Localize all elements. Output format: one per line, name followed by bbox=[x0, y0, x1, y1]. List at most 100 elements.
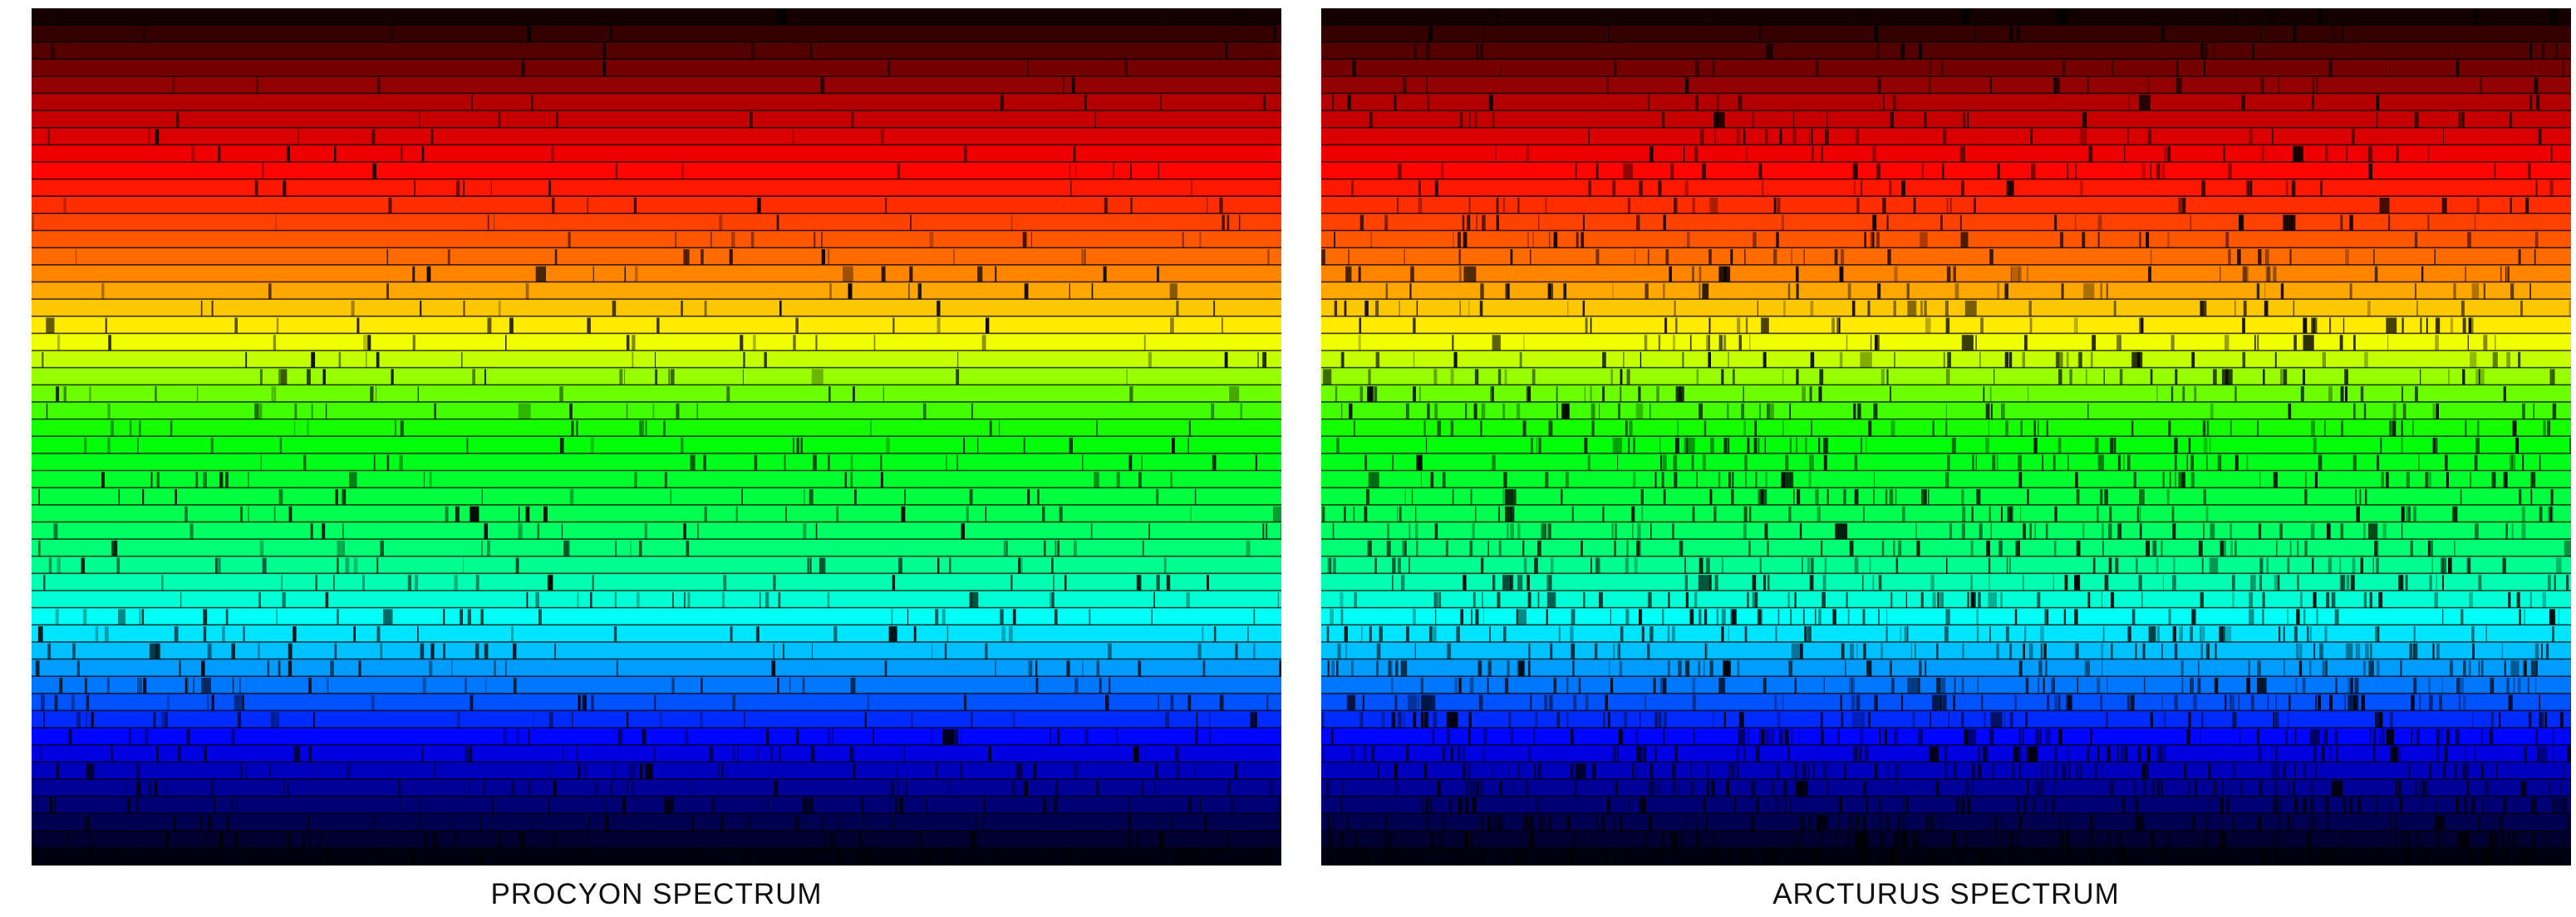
order-separator bbox=[1321, 144, 2571, 146]
spectrum-band bbox=[32, 351, 1281, 369]
spectrum-band bbox=[32, 145, 1281, 163]
order-separator bbox=[1321, 110, 2571, 111]
order-separator bbox=[1321, 195, 2571, 197]
absorption-lines bbox=[84, 438, 1189, 454]
order-separator bbox=[32, 504, 1281, 506]
spectrum-band bbox=[32, 213, 1281, 232]
order-separator bbox=[1321, 418, 2571, 420]
absorption-lines bbox=[67, 831, 1230, 848]
absorption-lines bbox=[1364, 454, 2541, 471]
absorption-lines bbox=[1403, 77, 2539, 94]
order-separator bbox=[32, 213, 1281, 214]
absorption-lines bbox=[184, 506, 1281, 522]
spectrum-band bbox=[1321, 779, 2571, 797]
spectrum-band bbox=[32, 694, 1281, 712]
absorption-lines bbox=[101, 283, 1177, 299]
procyon-spectrum-image bbox=[32, 8, 1281, 866]
absorption-lines bbox=[1359, 317, 2474, 334]
absorption-lines bbox=[142, 26, 1277, 42]
order-separator bbox=[1321, 606, 2571, 609]
order-separator bbox=[32, 435, 1281, 437]
absorption-lines bbox=[1345, 266, 2510, 282]
absorption-lines bbox=[84, 815, 1281, 831]
order-separator bbox=[32, 144, 1281, 146]
spectrum-band bbox=[32, 471, 1281, 488]
spectrum-band bbox=[1321, 8, 2571, 26]
absorption-lines bbox=[1334, 232, 2539, 248]
order-separator bbox=[1321, 298, 2571, 300]
absorption-lines bbox=[1336, 438, 2571, 454]
absorption-lines bbox=[1323, 369, 2555, 385]
order-separator bbox=[32, 795, 1281, 797]
absorption-lines bbox=[1351, 60, 2565, 76]
absorption-lines bbox=[42, 351, 1267, 368]
absorption-lines bbox=[125, 780, 1273, 797]
absorption-lines bbox=[1327, 557, 2562, 574]
spectrum-band bbox=[1321, 94, 2571, 111]
spectrum-band bbox=[1321, 334, 2571, 351]
absorption-lines bbox=[191, 146, 1076, 162]
spectrum-band bbox=[1321, 25, 2571, 43]
order-separator bbox=[1321, 76, 2571, 77]
order-separator bbox=[32, 126, 1281, 129]
absorption-lines bbox=[262, 163, 1160, 179]
order-separator bbox=[32, 401, 1281, 403]
absorption-lines bbox=[57, 335, 1146, 351]
arcturus-spectrum-image bbox=[1321, 8, 2571, 866]
order-separator bbox=[32, 709, 1281, 712]
absorption-lines bbox=[1359, 214, 2476, 231]
absorption-lines bbox=[1346, 694, 2571, 711]
spectrum-band bbox=[32, 711, 1281, 728]
absorption-lines bbox=[43, 575, 1209, 591]
spectrum-band bbox=[1321, 213, 2571, 232]
order-separator bbox=[1321, 743, 2571, 746]
absorption-lines bbox=[1588, 129, 2542, 145]
spectrum-band bbox=[32, 660, 1281, 677]
absorption-lines bbox=[56, 763, 1238, 779]
spectrum-band bbox=[1321, 145, 2571, 163]
order-separator bbox=[32, 161, 1281, 163]
spectrum-band bbox=[1321, 231, 2571, 248]
spectrum-band bbox=[32, 76, 1281, 95]
order-separator bbox=[1321, 161, 2571, 163]
absorption-lines bbox=[1330, 609, 2560, 625]
spectrum-band bbox=[1321, 676, 2571, 694]
spectrum-band bbox=[32, 574, 1281, 591]
order-separator bbox=[32, 469, 1281, 472]
spectrum-band bbox=[1321, 797, 2571, 815]
order-separator bbox=[1321, 178, 2571, 180]
spectrum-band bbox=[32, 197, 1281, 214]
order-separator bbox=[1321, 709, 2571, 712]
procyon-panel: PROCYON SPECTRUM bbox=[32, 0, 1281, 917]
order-separator bbox=[32, 830, 1281, 831]
spectrum-band bbox=[1321, 402, 2571, 420]
spectrum-band bbox=[32, 745, 1281, 763]
order-separator bbox=[1321, 213, 2571, 214]
absorption-lines bbox=[254, 180, 1192, 196]
absorption-lines bbox=[41, 694, 1269, 711]
order-separator bbox=[32, 332, 1281, 335]
spectrum-band bbox=[1321, 454, 2571, 472]
spectrum-band bbox=[32, 265, 1281, 283]
order-separator bbox=[32, 229, 1281, 232]
spectrum-band bbox=[1321, 110, 2571, 129]
absorption-lines bbox=[259, 369, 1128, 385]
spectrum-band bbox=[32, 454, 1281, 472]
absorption-lines bbox=[1413, 43, 2559, 59]
spectrum-band bbox=[1321, 42, 2571, 60]
order-separator bbox=[1321, 92, 2571, 95]
order-separator bbox=[32, 418, 1281, 420]
order-separator bbox=[32, 298, 1281, 300]
order-separator bbox=[32, 384, 1281, 386]
order-separator bbox=[1321, 126, 2571, 129]
order-separator bbox=[1321, 229, 2571, 232]
order-separator bbox=[1321, 281, 2571, 283]
spectrum-band bbox=[32, 59, 1281, 77]
absorption-lines bbox=[1328, 831, 2567, 848]
spectrum-band bbox=[32, 94, 1281, 111]
order-separator bbox=[1321, 332, 2571, 335]
spectrum-band bbox=[32, 625, 1281, 643]
absorption-lines bbox=[1321, 249, 2536, 265]
order-separator bbox=[32, 247, 1281, 248]
absorption-lines bbox=[43, 712, 1257, 728]
